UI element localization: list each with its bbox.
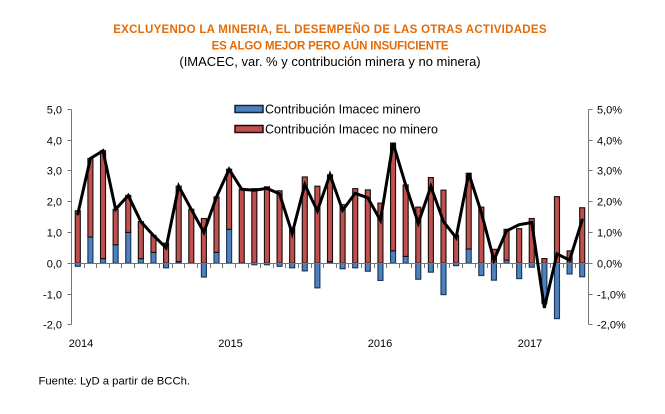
svg-text:Fuente: LyD a partir de BCCh.: Fuente: LyD a partir de BCCh. [39,376,191,388]
svg-text:1,0: 1,0 [47,227,62,239]
svg-text:-1,0%: -1,0% [597,289,626,301]
svg-text:4,0: 4,0 [47,135,62,147]
svg-text:4,0%: 4,0% [597,135,622,147]
svg-text:2014: 2014 [69,338,93,350]
svg-text:(IMACEC, var. % y contribución: (IMACEC, var. % y contribución minera y … [179,54,480,69]
svg-text:-1,0: -1,0 [43,289,62,301]
svg-text:2,0%: 2,0% [597,196,622,208]
svg-text:ES ALGO MEJOR PERO AÚN INSUFIC: ES ALGO MEJOR PERO AÚN INSUFICIENTE [212,40,449,53]
svg-text:0,0: 0,0 [47,258,62,270]
svg-text:2017: 2017 [518,338,542,350]
svg-text:Contribución Imacec minero: Contribución Imacec minero [265,103,421,117]
svg-text:3,0: 3,0 [47,165,62,177]
svg-text:-2,0: -2,0 [43,319,62,331]
svg-text:Contribución Imacec no minero: Contribución Imacec no minero [265,123,438,137]
svg-text:5,0%: 5,0% [597,104,622,116]
svg-text:2,0: 2,0 [47,196,62,208]
svg-text:3,0%: 3,0% [597,165,622,177]
svg-text:2015: 2015 [218,338,242,350]
svg-text:1,0%: 1,0% [597,227,622,239]
svg-text:EXCLUYENDO LA MINERIA, EL DESE: EXCLUYENDO LA MINERIA, EL DESEMPEÑO DE L… [113,23,547,36]
svg-text:2016: 2016 [368,338,392,350]
svg-text:-2,0%: -2,0% [597,319,626,331]
svg-text:0,0%: 0,0% [597,258,622,270]
svg-text:5,0: 5,0 [47,104,62,116]
